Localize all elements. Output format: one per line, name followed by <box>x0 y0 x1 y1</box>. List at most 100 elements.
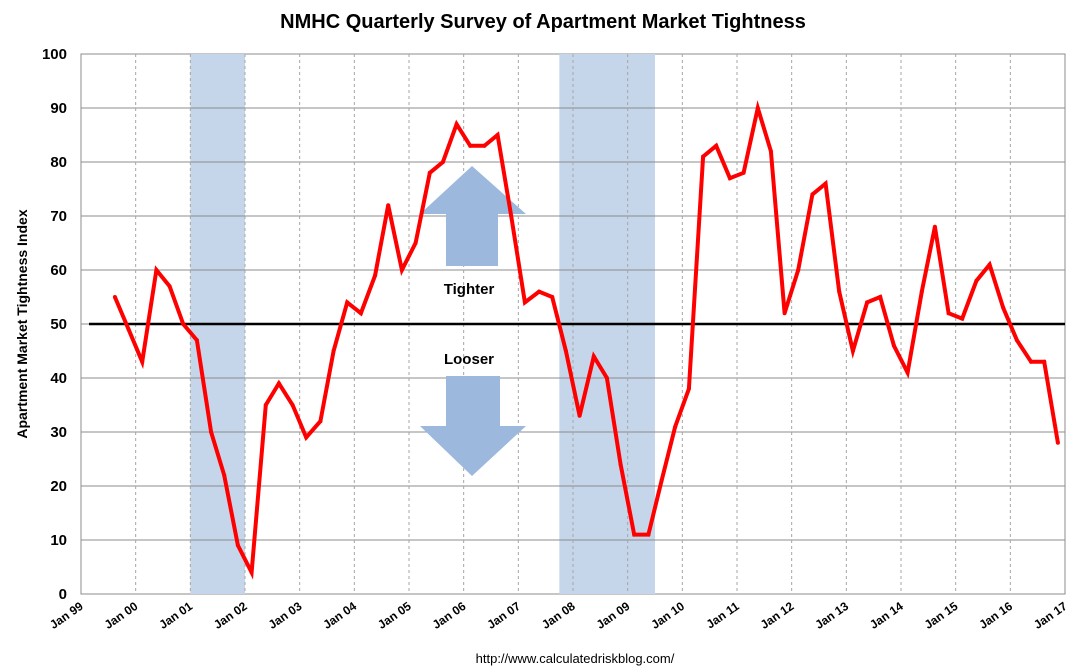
data-point <box>768 149 773 154</box>
data-point <box>331 349 336 353</box>
data-point <box>358 311 363 316</box>
data-point <box>686 386 691 391</box>
data-point <box>373 273 378 278</box>
x-tick-label: Jan 11 <box>704 599 742 632</box>
down-arrow-icon <box>420 376 526 476</box>
data-point <box>318 419 323 424</box>
data-point <box>1055 440 1060 445</box>
data-point <box>727 176 732 181</box>
data-point <box>1001 305 1006 310</box>
y-tick-label: 40 <box>50 370 67 387</box>
data-point <box>810 192 815 197</box>
x-tick-label: Jan 17 <box>1031 599 1070 632</box>
x-tick-label: Jan 15 <box>922 599 961 632</box>
y-tick-label: 30 <box>50 424 67 441</box>
data-point <box>919 289 924 294</box>
data-point <box>304 435 309 440</box>
up-arrow-icon <box>420 166 526 266</box>
data-point <box>454 122 459 127</box>
x-tick-label: Jan 04 <box>320 599 359 632</box>
x-tick-label: Jan 13 <box>812 599 851 632</box>
y-axis-label: Apartment Market Tightness Index <box>14 209 30 438</box>
chart-title: NMHC Quarterly Survey of Apartment Marke… <box>280 11 806 33</box>
data-point <box>235 543 240 548</box>
data-point <box>167 284 172 289</box>
data-point <box>249 570 254 575</box>
data-point <box>209 430 214 434</box>
x-tick-label: Jan 02 <box>211 599 250 632</box>
data-point <box>1029 359 1034 364</box>
data-point <box>659 478 664 483</box>
x-tick-label: Jan 16 <box>976 599 1015 632</box>
data-points <box>112 106 1060 575</box>
data-point <box>522 300 527 305</box>
data-point <box>482 143 487 148</box>
x-tick-label: Jan 06 <box>430 599 469 632</box>
y-tick-label: 100 <box>42 46 67 63</box>
data-point <box>577 413 582 418</box>
data-point <box>140 359 145 364</box>
y-tick-label: 80 <box>50 154 67 171</box>
looser-label: Looser <box>444 351 494 368</box>
data-point <box>604 376 609 380</box>
y-tick-label: 90 <box>50 100 67 117</box>
data-point <box>701 154 706 159</box>
data-point <box>440 160 445 164</box>
plot-area <box>80 53 1066 595</box>
data-point <box>399 268 404 272</box>
data-point <box>537 289 542 294</box>
y-axis-ticks: 0 10 20 30 40 50 60 70 80 90 100 <box>42 46 67 603</box>
data-point <box>345 300 350 305</box>
data-point <box>823 181 828 186</box>
x-axis-ticks: Jan 99 Jan 00 Jan 01 Jan 02 Jan 03 Jan 04 Jan … <box>47 599 1070 632</box>
data-point <box>495 133 500 137</box>
y-tick-label: 60 <box>50 262 67 279</box>
direction-arrows <box>420 166 526 476</box>
data-point <box>878 295 883 299</box>
data-point <box>632 532 637 537</box>
data-point <box>154 268 159 272</box>
x-tick-label: Jan 14 <box>867 599 906 632</box>
data-point <box>646 532 651 537</box>
data-point <box>782 311 787 316</box>
data-point <box>112 295 117 299</box>
x-tick-label: Jan 07 <box>484 599 523 632</box>
data-point <box>222 473 227 478</box>
data-point <box>591 354 596 359</box>
data-point <box>960 316 965 321</box>
tighter-label: Tighter <box>444 281 495 298</box>
data-point <box>618 462 623 467</box>
data-point <box>276 381 281 386</box>
data-point <box>865 300 870 305</box>
data-point <box>126 327 131 332</box>
x-tick-label: Jan 99 <box>47 599 86 632</box>
x-tick-label: Jan 08 <box>539 599 578 632</box>
data-point <box>1042 359 1047 364</box>
data-point <box>987 262 992 267</box>
y-tick-label: 70 <box>50 208 67 225</box>
y-tick-label: 10 <box>50 532 67 549</box>
x-tick-label: Jan 03 <box>266 599 305 632</box>
x-tick-label: Jan 01 <box>156 599 195 632</box>
source-link[interactable]: http://www.calculatedriskblog.com/ <box>476 651 675 666</box>
data-point <box>563 349 568 353</box>
data-point <box>263 403 268 407</box>
data-point <box>755 106 760 110</box>
data-point <box>194 338 199 343</box>
y-tick-label: 0 <box>59 586 67 603</box>
data-point <box>891 343 896 348</box>
data-point <box>290 403 295 407</box>
y-tick-label: 50 <box>50 316 67 333</box>
data-point <box>796 268 801 272</box>
data-point <box>837 289 842 294</box>
data-point <box>974 278 979 283</box>
y-tick-label: 20 <box>50 478 67 495</box>
data-point <box>413 241 418 245</box>
data-point <box>550 295 555 299</box>
x-tick-label: Jan 12 <box>758 599 797 632</box>
data-point <box>741 170 746 175</box>
data-point <box>905 370 910 375</box>
data-point <box>946 311 951 316</box>
data-point <box>932 224 937 229</box>
